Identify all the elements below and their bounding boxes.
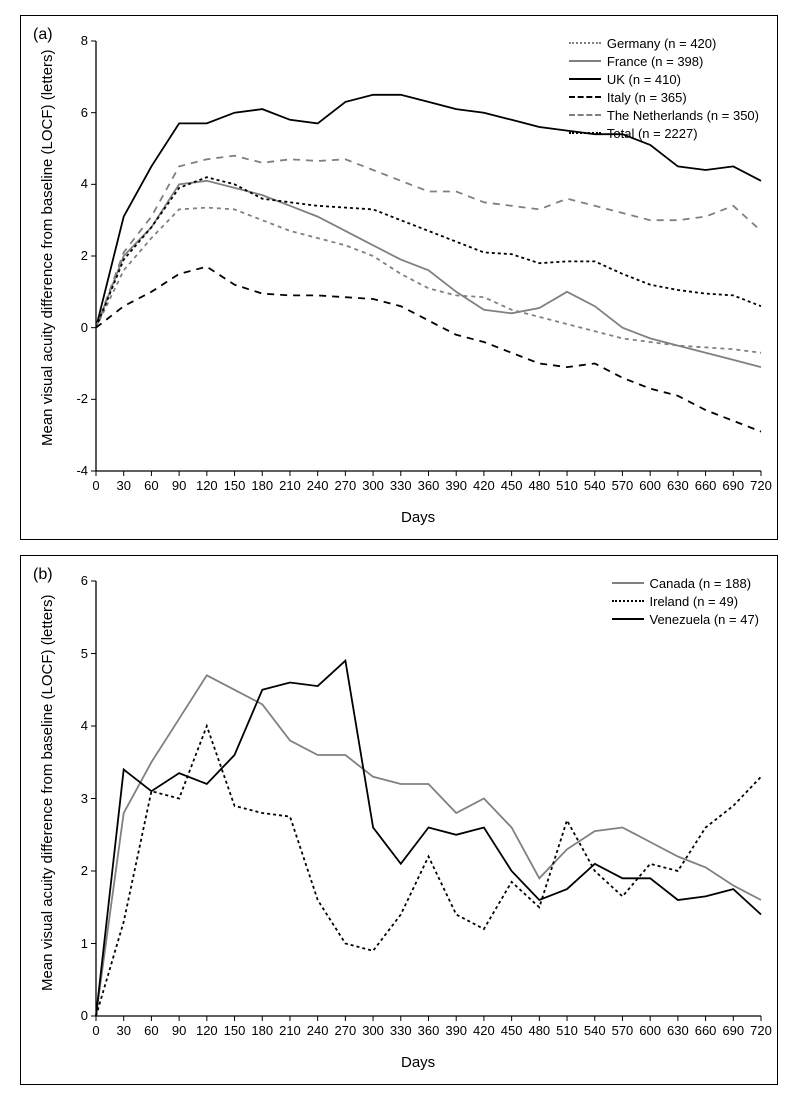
xtick-label: 450 xyxy=(500,1023,524,1038)
legend-item: Venezuela (n = 47) xyxy=(612,610,760,628)
ytick-label: 5 xyxy=(81,646,88,661)
legend-label: Ireland (n = 49) xyxy=(650,594,739,609)
xtick-label: 630 xyxy=(666,478,690,493)
xtick-label: 720 xyxy=(749,478,773,493)
panel-b-legend: Canada (n = 188) Ireland (n = 49) Venezuel… xyxy=(612,574,760,628)
xtick-label: 360 xyxy=(417,478,441,493)
ytick-label: 1 xyxy=(81,936,88,951)
xtick-label: 180 xyxy=(250,478,274,493)
xtick-label: 210 xyxy=(278,478,302,493)
legend-label: Venezuela (n = 47) xyxy=(650,612,760,627)
xtick-label: 0 xyxy=(84,478,108,493)
xtick-label: 30 xyxy=(112,478,136,493)
panel-b: (b) Mean visual acuity difference from b… xyxy=(20,555,778,1085)
legend-item: The Netherlands (n = 350) xyxy=(569,106,759,124)
xtick-label: 630 xyxy=(666,1023,690,1038)
ytick-label: 3 xyxy=(81,791,88,806)
xtick-label: 390 xyxy=(444,1023,468,1038)
xtick-label: 540 xyxy=(583,1023,607,1038)
xtick-label: 270 xyxy=(333,1023,357,1038)
legend-label: Italy (n = 365) xyxy=(607,90,687,105)
xtick-label: 570 xyxy=(610,1023,634,1038)
ytick-label: 4 xyxy=(81,718,88,733)
ytick-label: 6 xyxy=(81,105,88,120)
xtick-label: 240 xyxy=(306,478,330,493)
xtick-label: 0 xyxy=(84,1023,108,1038)
legend-item: UK (n = 410) xyxy=(569,70,759,88)
xtick-label: 120 xyxy=(195,1023,219,1038)
xtick-label: 420 xyxy=(472,1023,496,1038)
xtick-label: 150 xyxy=(223,1023,247,1038)
legend-item: Germany (n = 420) xyxy=(569,34,759,52)
xtick-label: 60 xyxy=(139,478,163,493)
xtick-label: 210 xyxy=(278,1023,302,1038)
panel-a-legend: Germany (n = 420) France (n = 398) UK (n =… xyxy=(569,34,759,142)
ytick-label: -4 xyxy=(76,463,88,478)
ytick-label: 0 xyxy=(81,1008,88,1023)
ytick-label: 0 xyxy=(81,320,88,335)
panel-a-letter: (a) xyxy=(33,26,53,44)
xtick-label: 600 xyxy=(638,1023,662,1038)
xtick-label: 390 xyxy=(444,478,468,493)
xtick-label: 540 xyxy=(583,478,607,493)
xtick-label: 690 xyxy=(721,478,745,493)
legend-item: France (n = 398) xyxy=(569,52,759,70)
ytick-label: 6 xyxy=(81,573,88,588)
legend-item: Italy (n = 365) xyxy=(569,88,759,106)
xtick-label: 240 xyxy=(306,1023,330,1038)
xtick-label: 90 xyxy=(167,1023,191,1038)
legend-item: Ireland (n = 49) xyxy=(612,592,760,610)
xtick-label: 300 xyxy=(361,478,385,493)
xtick-label: 600 xyxy=(638,478,662,493)
ytick-label: 4 xyxy=(81,176,88,191)
legend-label: Total (n = 2227) xyxy=(607,126,698,141)
legend-label: UK (n = 410) xyxy=(607,72,681,87)
legend-item: Canada (n = 188) xyxy=(612,574,760,592)
xtick-label: 480 xyxy=(527,1023,551,1038)
xtick-label: 150 xyxy=(223,478,247,493)
xtick-label: 180 xyxy=(250,1023,274,1038)
panel-b-plot xyxy=(96,581,761,1016)
xtick-label: 300 xyxy=(361,1023,385,1038)
xtick-label: 510 xyxy=(555,478,579,493)
xtick-label: 510 xyxy=(555,1023,579,1038)
xtick-label: 570 xyxy=(610,478,634,493)
ytick-label: -2 xyxy=(76,391,88,406)
xtick-label: 330 xyxy=(389,1023,413,1038)
xtick-label: 660 xyxy=(694,478,718,493)
panel-a-xlabel: Days xyxy=(401,509,435,526)
panel-b-xlabel: Days xyxy=(401,1054,435,1071)
ytick-label: 2 xyxy=(81,863,88,878)
figure-container: (a) Mean visual acuity difference from b… xyxy=(0,0,800,1103)
panel-b-ylabel: Mean visual acuity difference from basel… xyxy=(39,594,56,991)
xtick-label: 720 xyxy=(749,1023,773,1038)
xtick-label: 420 xyxy=(472,478,496,493)
ytick-label: 8 xyxy=(81,33,88,48)
xtick-label: 30 xyxy=(112,1023,136,1038)
panel-b-letter: (b) xyxy=(33,566,53,584)
xtick-label: 360 xyxy=(417,1023,441,1038)
xtick-label: 660 xyxy=(694,1023,718,1038)
legend-label: Canada (n = 188) xyxy=(650,576,752,591)
xtick-label: 690 xyxy=(721,1023,745,1038)
xtick-label: 330 xyxy=(389,478,413,493)
legend-label: Germany (n = 420) xyxy=(607,36,716,51)
legend-label: France (n = 398) xyxy=(607,54,703,69)
xtick-label: 60 xyxy=(139,1023,163,1038)
xtick-label: 120 xyxy=(195,478,219,493)
ytick-label: 2 xyxy=(81,248,88,263)
xtick-label: 270 xyxy=(333,478,357,493)
xtick-label: 450 xyxy=(500,478,524,493)
legend-label: The Netherlands (n = 350) xyxy=(607,108,759,123)
panel-a: (a) Mean visual acuity difference from b… xyxy=(20,15,778,540)
legend-item: Total (n = 2227) xyxy=(569,124,759,142)
xtick-label: 480 xyxy=(527,478,551,493)
xtick-label: 90 xyxy=(167,478,191,493)
panel-a-ylabel: Mean visual acuity difference from basel… xyxy=(39,49,56,446)
